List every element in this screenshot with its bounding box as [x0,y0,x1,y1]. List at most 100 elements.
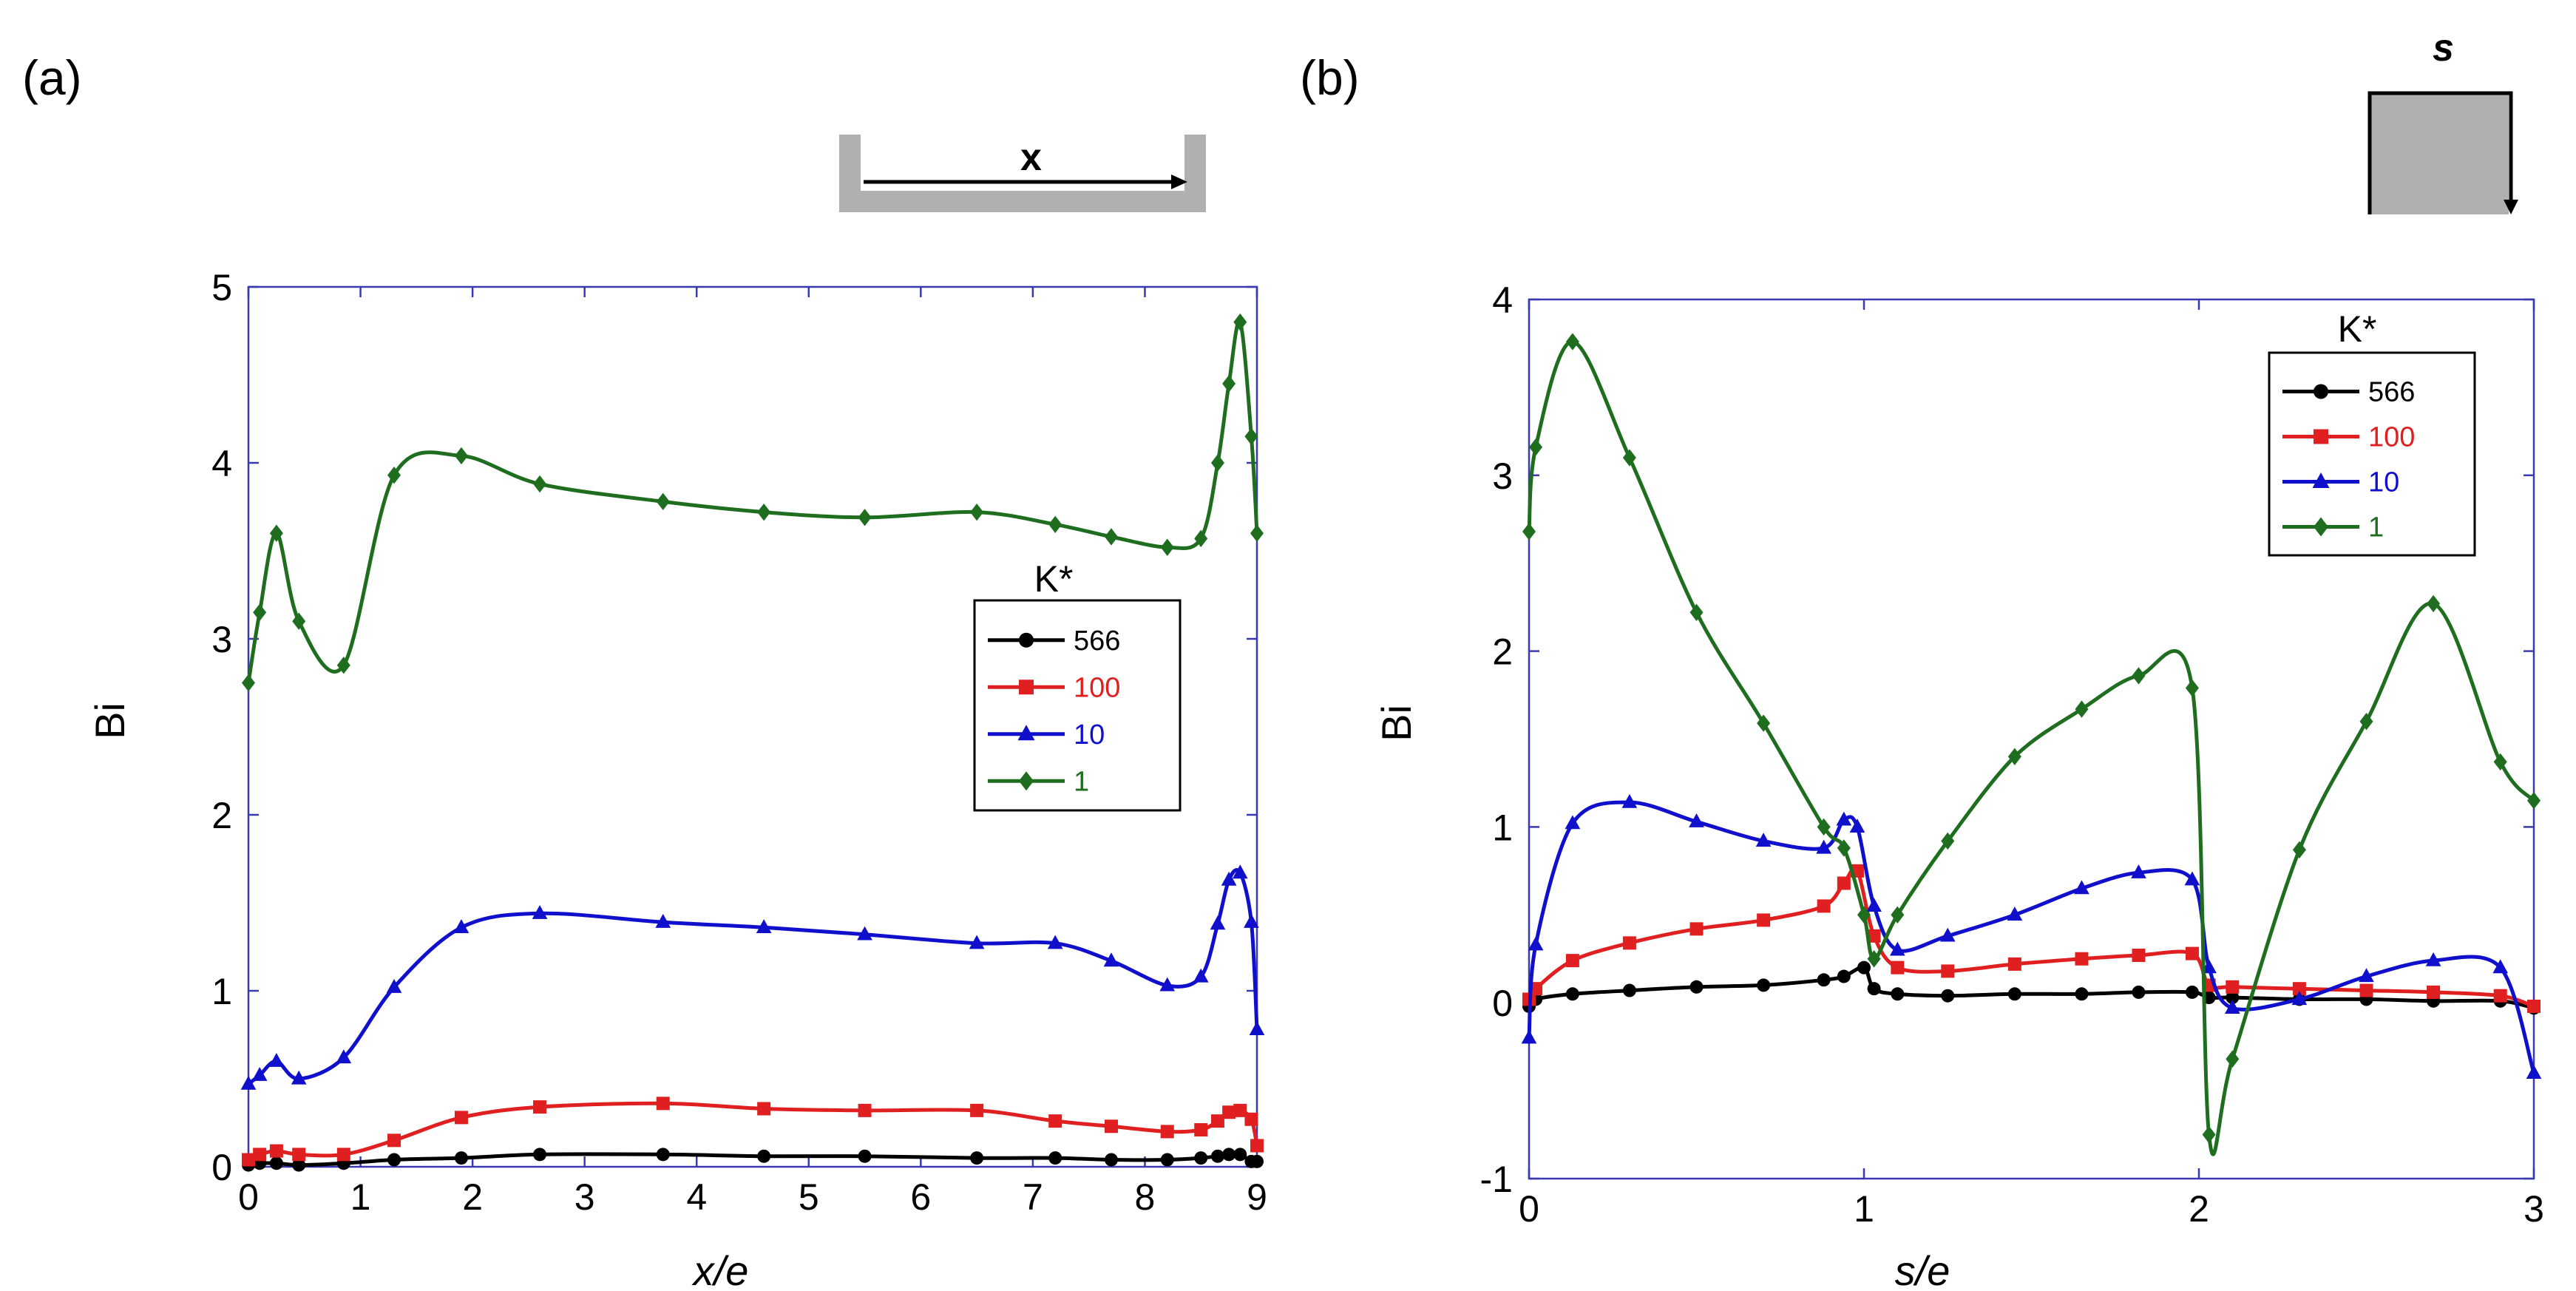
chart-b-series-10-point [1836,811,1852,826]
chart-a-series-100-point [858,1103,872,1117]
chart-a-series-100-point [253,1148,267,1162]
chart-a-series-1-point [656,492,670,511]
chart-a-series-100-point [242,1153,255,1167]
chart-b-series-1-point [1891,906,1905,924]
chart-b-series-100-line [1527,867,2535,1009]
chart-a-series-10-point [291,1070,307,1085]
chart-b-series-1-point [2292,841,2306,859]
chart-b-series-1-point [1867,950,1881,968]
chart-a-series-1-line [246,319,1259,683]
chart-b-series-566-point [2132,985,2146,999]
chart-a-series-10-point [240,1075,257,1090]
chart-b-series-1-point [2185,679,2199,697]
chart-b-series-1-point [1565,333,1579,350]
chart-a-legend-100-label: 100 [1074,672,1120,703]
chart-b-series-566-point [2007,987,2021,1001]
chart-b-series-566-point [1941,989,1955,1003]
chart-a-series-10-point [969,935,985,949]
chart-b-series-10-point [2184,871,2200,886]
chart-a-series-566-point [533,1148,547,1162]
chart-a-series-10-point [1159,977,1176,992]
chart-b-series-100-point [2075,952,2089,966]
chart-b-series-1-point [1757,714,1771,732]
chart-a-legend-100-swatch-marker [1019,680,1034,695]
chart-a-legend-1-label: 1 [1074,766,1089,797]
chart-a-series-566-point [1160,1153,1174,1167]
chart-b-series-100-point [1622,936,1636,950]
chart-b-series-100-point [2226,980,2240,994]
chart-b-series-1-point [1857,906,1871,924]
chart-b-plot-frame [1528,298,2535,1180]
chart-a-series-1-point [1222,375,1236,393]
chart-b-series-1-point [2132,667,2146,685]
chart-b-series-1-point [1529,438,1543,456]
chart-a-series-10-point [268,1052,285,1067]
chart-a-x-tick-label: 2 [462,1176,483,1218]
chart-a-series-100-point [1222,1105,1236,1119]
chart-b-y-tick-label: 0 [1492,983,1513,1024]
chart-a-legend-10-label: 10 [1074,719,1105,750]
chart-b-series-100-point [1565,954,1579,968]
chart-a-series-1-point [1160,538,1174,556]
panel-b-label: (b) [1300,50,1360,105]
chart-b-series-100-point [1689,922,1704,936]
chart-a-series-100-point [1233,1103,1247,1117]
chart-b-series-10-point [1621,793,1638,808]
chart-a-series-10-point [655,913,671,928]
chart-a-legend-title: K* [1034,558,1074,600]
chart-b-x-axis-title: s/e [1895,1247,1950,1287]
chart-a-x-tick-label: 5 [799,1176,819,1218]
chart-b-series-100-point [1867,929,1881,943]
chart-b-series-100-point [2292,982,2306,996]
chart-a-series-10-point [1210,915,1226,930]
chart-b-legend-1-label: 1 [2368,512,2384,543]
chart-a-series-566-point [1222,1148,1236,1162]
chart-a-series-566-point [757,1149,771,1163]
chart-b-series-566-point [1891,987,1905,1001]
chart-a-series-1-point [253,603,267,621]
chart-a-x-tick-label: 8 [1135,1176,1156,1218]
chart-a-x-tick-label: 1 [350,1176,371,1218]
chart-b-legend-title: K* [2338,308,2377,350]
channel-schematic-a: x [839,135,1206,212]
chart-b-series-566-point [2226,991,2240,1005]
chart-a-y-tick-label: 5 [211,267,232,308]
chart-a-series-566-point [1210,1149,1224,1163]
chart-a-series-10-point [1249,1021,1265,1036]
chart-a-series-100-point [1250,1139,1264,1153]
chart-a-series-1-point [269,524,283,542]
block-shape [2371,93,2509,214]
chart-b-series-100-point [2007,957,2021,971]
chart-a-series-100-point [454,1111,468,1125]
chart-a-legend-box [973,599,1182,812]
chart-a-series-1-point [1104,528,1118,546]
s-direction-path [2367,91,2513,214]
chart-b-series-10-point [2291,991,2308,1006]
chart-b-series-10-point [2425,952,2441,966]
chart-b-legend-100-label: 100 [2368,422,2415,453]
chart-b-series-10-point [1565,815,1581,830]
chart-b-legend-566-swatch-marker [2314,384,2328,399]
chart-a-y-tick-label: 4 [211,443,232,484]
chart-b-y-tick-label: 4 [1492,279,1513,321]
chart-b-legend-box [2268,351,2476,557]
panel-a-label: (a) [22,50,82,105]
chart-a-x-tick-label: 4 [686,1176,707,1218]
chart-b-series-566-point [2075,987,2089,1001]
chart-a-series-566-point [1104,1153,1118,1167]
chart-b-series-566-point [1837,969,1851,983]
chart-a-series-566-point [970,1151,984,1165]
chart-b-series-10-point [2224,1000,2240,1014]
chart-b-series-10-point [1866,898,1882,912]
chart-a-y-tick-label: 1 [211,971,232,1012]
chart-b-series-566-point [1867,982,1881,996]
chart-a-series-10-point [532,905,548,919]
chart-a-series-566-point [1250,1154,1264,1168]
chart-a-series-1-point [1048,515,1062,533]
chart-a-series-10-point [386,978,402,993]
chart-b-y-axis-title: Bi [1373,705,1420,742]
chart-a-series-566-point [1233,1148,1247,1162]
chart-b-series-100-point [2527,999,2541,1013]
chart-b-series-100-point [2427,985,2441,999]
